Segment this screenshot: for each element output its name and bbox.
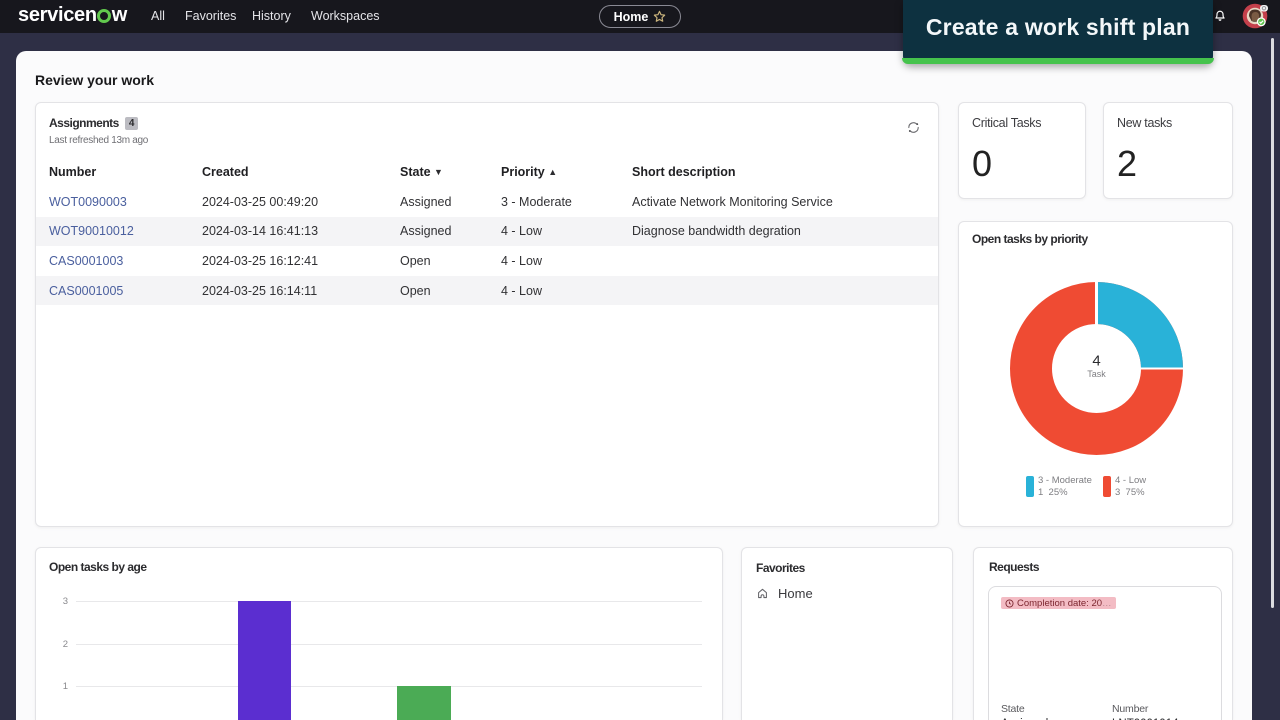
svg-text:Task: Task [1087, 369, 1106, 379]
svg-text:4: 4 [1092, 353, 1100, 370]
